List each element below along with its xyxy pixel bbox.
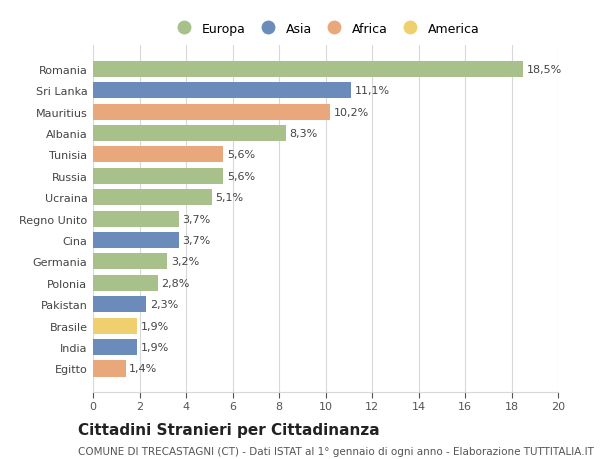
Text: 2,8%: 2,8%: [161, 278, 190, 288]
Text: 3,7%: 3,7%: [182, 235, 211, 246]
Bar: [93, 275, 158, 291]
Bar: [93, 168, 223, 185]
Text: 1,9%: 1,9%: [140, 321, 169, 331]
Bar: [93, 83, 351, 99]
Text: 5,1%: 5,1%: [215, 193, 243, 203]
Bar: [93, 62, 523, 78]
Legend: Europa, Asia, Africa, America: Europa, Asia, Africa, America: [167, 17, 484, 40]
Bar: [93, 318, 137, 334]
Bar: [93, 190, 212, 206]
Text: 3,7%: 3,7%: [182, 214, 211, 224]
Text: Cittadini Stranieri per Cittadinanza: Cittadini Stranieri per Cittadinanza: [78, 422, 380, 437]
Text: 3,2%: 3,2%: [171, 257, 199, 267]
Text: 8,3%: 8,3%: [289, 129, 318, 139]
Bar: [93, 104, 330, 120]
Text: 5,6%: 5,6%: [227, 150, 255, 160]
Bar: [93, 233, 179, 248]
Bar: [93, 211, 179, 227]
Bar: [93, 254, 167, 270]
Text: 11,1%: 11,1%: [355, 86, 389, 96]
Text: 10,2%: 10,2%: [334, 107, 369, 118]
Text: 5,6%: 5,6%: [227, 172, 255, 181]
Text: 1,4%: 1,4%: [129, 364, 157, 374]
Bar: [93, 147, 223, 163]
Text: 1,9%: 1,9%: [140, 342, 169, 353]
Bar: [93, 339, 137, 355]
Text: 2,3%: 2,3%: [150, 300, 178, 310]
Text: 18,5%: 18,5%: [527, 65, 562, 75]
Text: COMUNE DI TRECASTAGNI (CT) - Dati ISTAT al 1° gennaio di ogni anno - Elaborazion: COMUNE DI TRECASTAGNI (CT) - Dati ISTAT …: [78, 447, 594, 456]
Bar: [93, 126, 286, 142]
Bar: [93, 297, 146, 313]
Bar: [93, 361, 125, 377]
